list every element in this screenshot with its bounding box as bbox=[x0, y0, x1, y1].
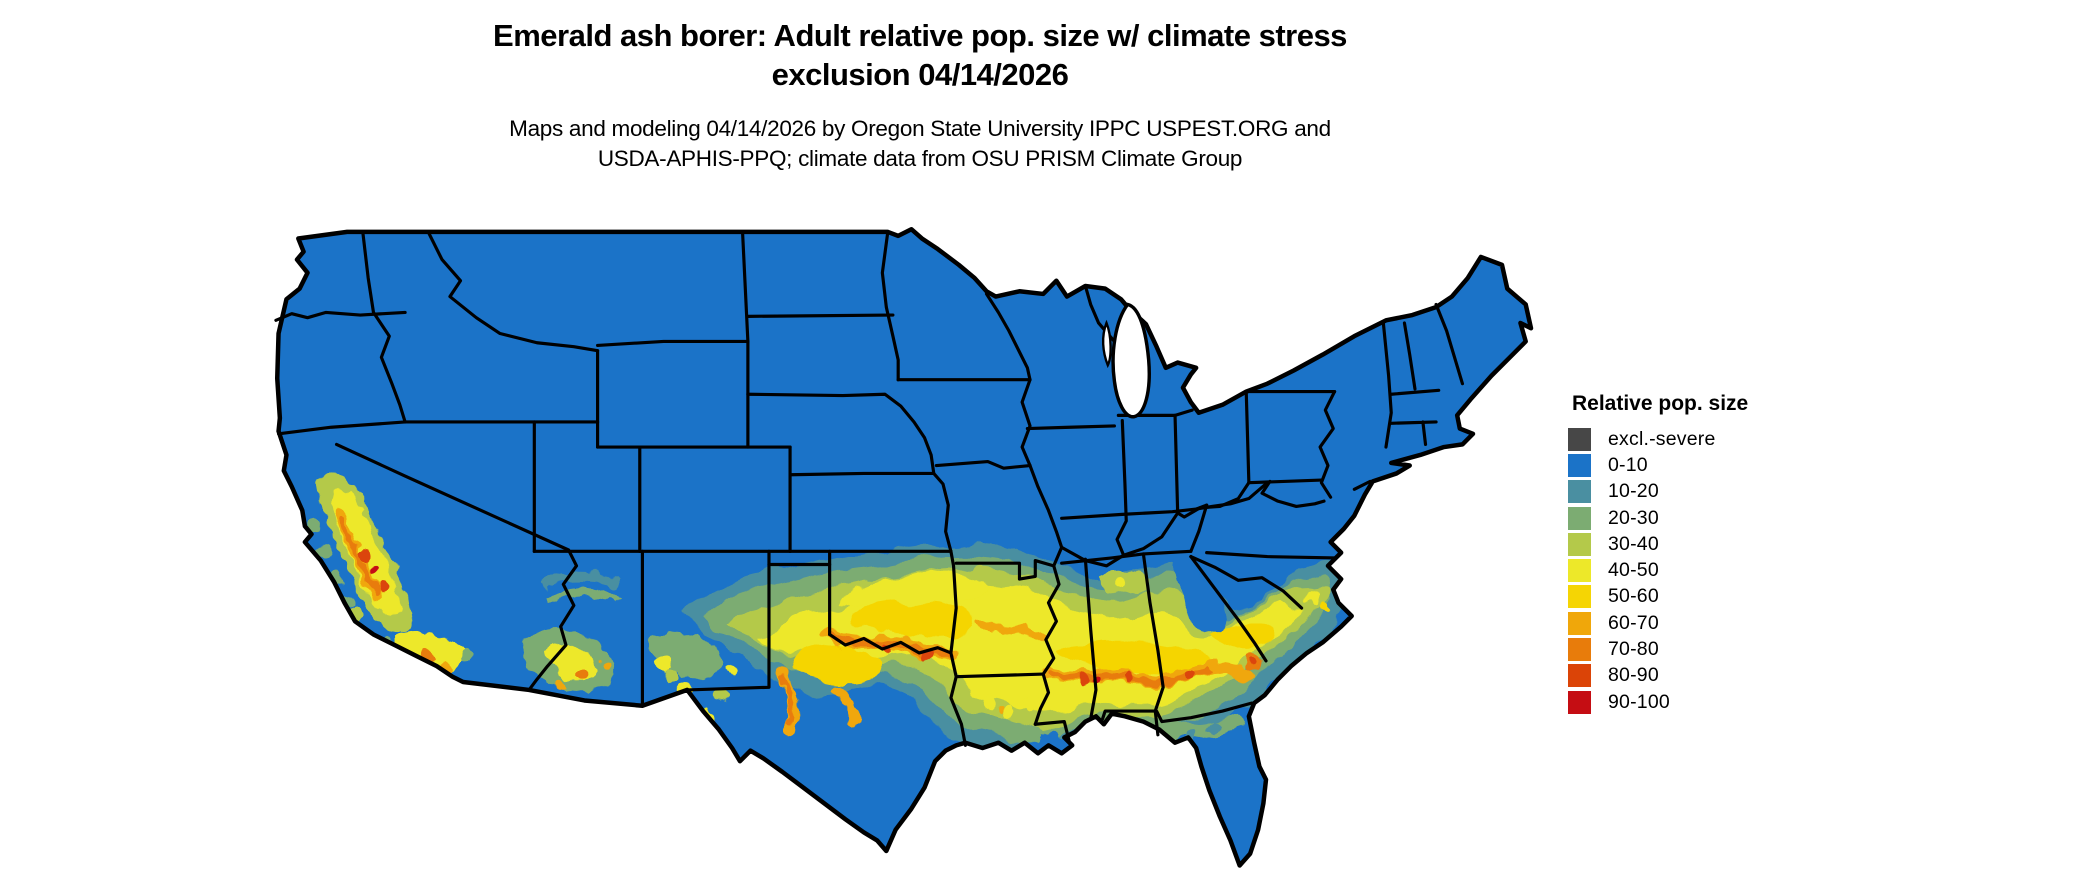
state-borders bbox=[274, 231, 1465, 747]
legend-label: 20-30 bbox=[1608, 506, 1659, 529]
legend-item: 80-90 bbox=[1568, 663, 1868, 689]
legend-item: 0-10 bbox=[1568, 452, 1868, 478]
lake-michigan bbox=[1111, 302, 1151, 419]
legend-swatch-80-90 bbox=[1568, 664, 1591, 688]
legend-swatch-70-80 bbox=[1568, 638, 1591, 662]
heat-raster-detail bbox=[306, 473, 1327, 755]
legend-item: 70-80 bbox=[1568, 636, 1868, 662]
legend-item: 50-60 bbox=[1568, 584, 1868, 610]
legend-item: 60-70 bbox=[1568, 610, 1868, 636]
map-legend: Relative pop. size excl.-severe 0-10 10-… bbox=[1568, 392, 1868, 715]
title-line-1: Emerald ash borer: Adult relative pop. s… bbox=[493, 18, 1347, 53]
legend-swatch-50-60 bbox=[1568, 585, 1591, 609]
legend-swatch-40-50 bbox=[1568, 559, 1591, 583]
conus-map-svg bbox=[274, 226, 1534, 868]
legend-swatch-30-40 bbox=[1568, 532, 1591, 556]
title-line-2: exclusion 04/14/2026 bbox=[771, 57, 1069, 92]
legend-swatch-excl-severe bbox=[1568, 427, 1591, 451]
legend-label: 0-10 bbox=[1608, 453, 1648, 476]
subtitle-line-2: USDA-APHIS-PPQ; climate data from OSU PR… bbox=[597, 146, 1243, 171]
great-lakes bbox=[1101, 302, 1151, 419]
legend-swatch-0-10 bbox=[1568, 453, 1591, 477]
legend-item: 40-50 bbox=[1568, 557, 1868, 583]
figure-title: Emerald ash borer: Adult relative pop. s… bbox=[0, 16, 1840, 94]
figure-subtitle: Maps and modeling 04/14/2026 by Oregon S… bbox=[0, 114, 1840, 174]
figure-header: Emerald ash borer: Adult relative pop. s… bbox=[0, 16, 1840, 174]
legend-label: 50-60 bbox=[1608, 585, 1659, 608]
legend-label: 80-90 bbox=[1608, 664, 1659, 687]
legend-label: 10-20 bbox=[1608, 480, 1659, 503]
legend-swatch-90-100 bbox=[1568, 690, 1591, 714]
legend-label: 40-50 bbox=[1608, 559, 1659, 582]
legend-title: Relative pop. size bbox=[1572, 392, 1749, 415]
legend-item: excl.-severe bbox=[1568, 426, 1868, 452]
subtitle-line-1: Maps and modeling 04/14/2026 by Oregon S… bbox=[509, 116, 1331, 141]
legend-item: 20-30 bbox=[1568, 505, 1868, 531]
legend-label: 30-40 bbox=[1608, 532, 1659, 555]
legend-item: 90-100 bbox=[1568, 689, 1868, 715]
us-choropleth-map bbox=[268, 220, 1560, 880]
legend-label: excl.-severe bbox=[1608, 427, 1716, 450]
green-bay bbox=[1101, 319, 1112, 369]
conus-outline bbox=[274, 226, 1534, 868]
legend-item: 30-40 bbox=[1568, 531, 1868, 557]
legend-swatch-60-70 bbox=[1568, 611, 1591, 635]
legend-swatch-10-20 bbox=[1568, 480, 1591, 504]
legend-swatch-20-30 bbox=[1568, 506, 1591, 530]
legend-label: 90-100 bbox=[1608, 690, 1670, 713]
legend-label: 60-70 bbox=[1608, 611, 1659, 634]
legend-item: 10-20 bbox=[1568, 479, 1868, 505]
legend-label: 70-80 bbox=[1608, 638, 1659, 661]
